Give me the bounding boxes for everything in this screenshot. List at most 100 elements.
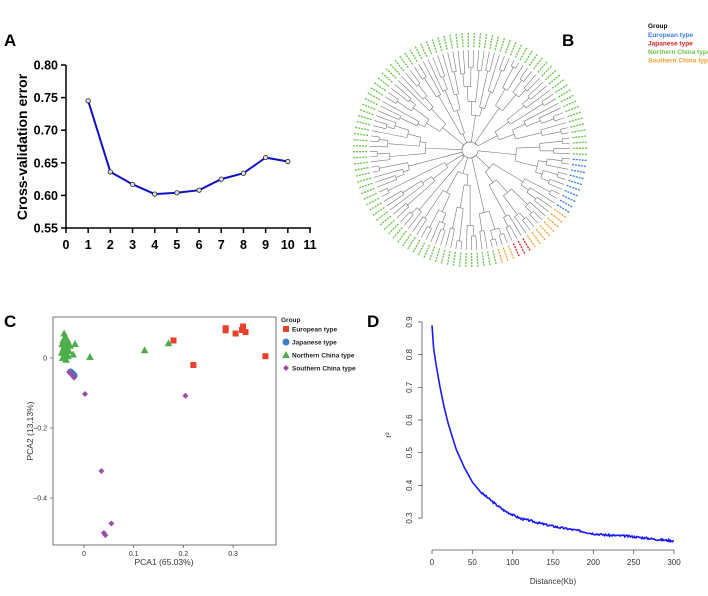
leaf-label-mark — [545, 69, 557, 81]
tree-arc — [457, 171, 469, 175]
leaf-label-mark — [564, 189, 578, 197]
leaf-label-mark — [568, 117, 583, 123]
legend-entry: European type — [292, 327, 338, 334]
tree-branch — [523, 74, 536, 89]
tree-arc — [514, 212, 521, 217]
tree-branch — [408, 211, 422, 229]
y-tick-label: 0.60 — [34, 189, 58, 203]
scatter-point — [222, 327, 229, 334]
tree-arc — [552, 116, 555, 122]
tree-arc — [393, 122, 397, 129]
tree-branch — [435, 228, 442, 244]
tree-branch — [402, 180, 422, 193]
tree-branch — [395, 174, 405, 178]
tree-branch — [492, 70, 502, 93]
leaf-label-mark — [392, 227, 403, 239]
leaf-label-mark — [359, 182, 373, 189]
tree-arc — [511, 65, 516, 69]
x-tick-label: 2 — [107, 238, 114, 252]
scatter-point — [242, 329, 249, 336]
tree-arc — [408, 98, 412, 102]
tree-branch — [530, 85, 547, 100]
tree-branch — [502, 94, 517, 111]
tree-branch — [534, 200, 549, 212]
tree-branch — [561, 137, 570, 140]
y-axis-label: PCA2 (13.13%) — [25, 401, 35, 460]
tree-arc — [439, 123, 446, 132]
leaf-label-mark — [563, 100, 577, 108]
scatter-point — [239, 327, 246, 333]
plot-frame — [52, 316, 277, 546]
leaf-label-mark — [571, 163, 586, 168]
leaf-label-mark — [531, 232, 541, 244]
scatter-point — [190, 362, 197, 368]
tree-branch — [554, 117, 565, 122]
tree-arc — [406, 130, 410, 138]
tree-arc — [488, 179, 497, 186]
y-tick-label: 0.70 — [34, 124, 58, 138]
tree-branch — [547, 158, 563, 161]
tree-branch — [512, 123, 526, 131]
x-tick-label: 11 — [303, 238, 316, 252]
tree-branch — [377, 179, 397, 188]
tree-branch — [418, 64, 427, 78]
leaf-label-mark — [353, 145, 368, 147]
leaf-label-mark — [522, 238, 531, 251]
tree-branch — [370, 135, 380, 138]
tree-branch — [508, 214, 522, 236]
tree-arc — [471, 114, 480, 117]
y-axis-label: Cross-validation error — [14, 73, 30, 220]
scatter-point — [240, 323, 247, 330]
tree-branch — [375, 175, 396, 183]
tree-branch — [498, 227, 502, 235]
legend-marker — [283, 326, 289, 332]
tree-branch — [514, 160, 538, 167]
tree-branch — [489, 52, 495, 72]
tree-arc — [422, 76, 427, 80]
tree-branch — [479, 70, 488, 108]
tree-branch — [438, 95, 462, 135]
tree-branch — [527, 81, 544, 97]
tree-branch — [475, 70, 480, 102]
tree-branch — [560, 127, 568, 130]
tree-branch — [424, 78, 437, 98]
tree-branch — [421, 226, 428, 238]
tree-branch — [541, 118, 554, 124]
tree-branch — [371, 130, 408, 138]
tree-branch — [471, 157, 485, 213]
series-line — [87, 100, 288, 196]
tree-branch — [472, 50, 475, 68]
tree-branch — [540, 122, 567, 131]
y-tick-label: 0.75 — [34, 91, 58, 105]
leaf-label-mark — [354, 167, 369, 171]
tree-branch — [446, 154, 463, 166]
tree-arc — [402, 169, 405, 175]
scatter-point — [170, 337, 177, 344]
leaf-label-mark — [404, 52, 414, 65]
tree-branch — [543, 170, 558, 175]
tree-branch — [520, 184, 529, 191]
tree-branch — [480, 50, 485, 71]
scatter-point — [232, 330, 239, 337]
y-tick-label: 0.3 — [405, 512, 414, 524]
tree-arc — [474, 142, 478, 147]
leaf-label-mark — [478, 33, 482, 48]
leaf-label-mark — [556, 204, 570, 213]
leaf-label-mark — [492, 250, 497, 265]
tree-branch — [413, 107, 430, 120]
x-tick-label: 300 — [667, 558, 681, 567]
leaf-label-mark — [423, 244, 431, 258]
tree-branch — [404, 214, 414, 226]
tree-branch — [394, 125, 410, 131]
y-tick-label: 0.55 — [34, 222, 58, 236]
tree-branch — [529, 214, 539, 224]
tree-branch — [459, 184, 465, 208]
tree-branch — [417, 123, 425, 128]
tree-arc — [545, 158, 548, 166]
tree-branch — [475, 155, 490, 169]
tree-branch — [445, 227, 451, 248]
leaf-label-mark — [446, 250, 451, 265]
x-axis-label: PCA1 (65.03%) — [134, 557, 193, 567]
tree-branch — [372, 170, 380, 173]
data-point — [107, 169, 113, 175]
